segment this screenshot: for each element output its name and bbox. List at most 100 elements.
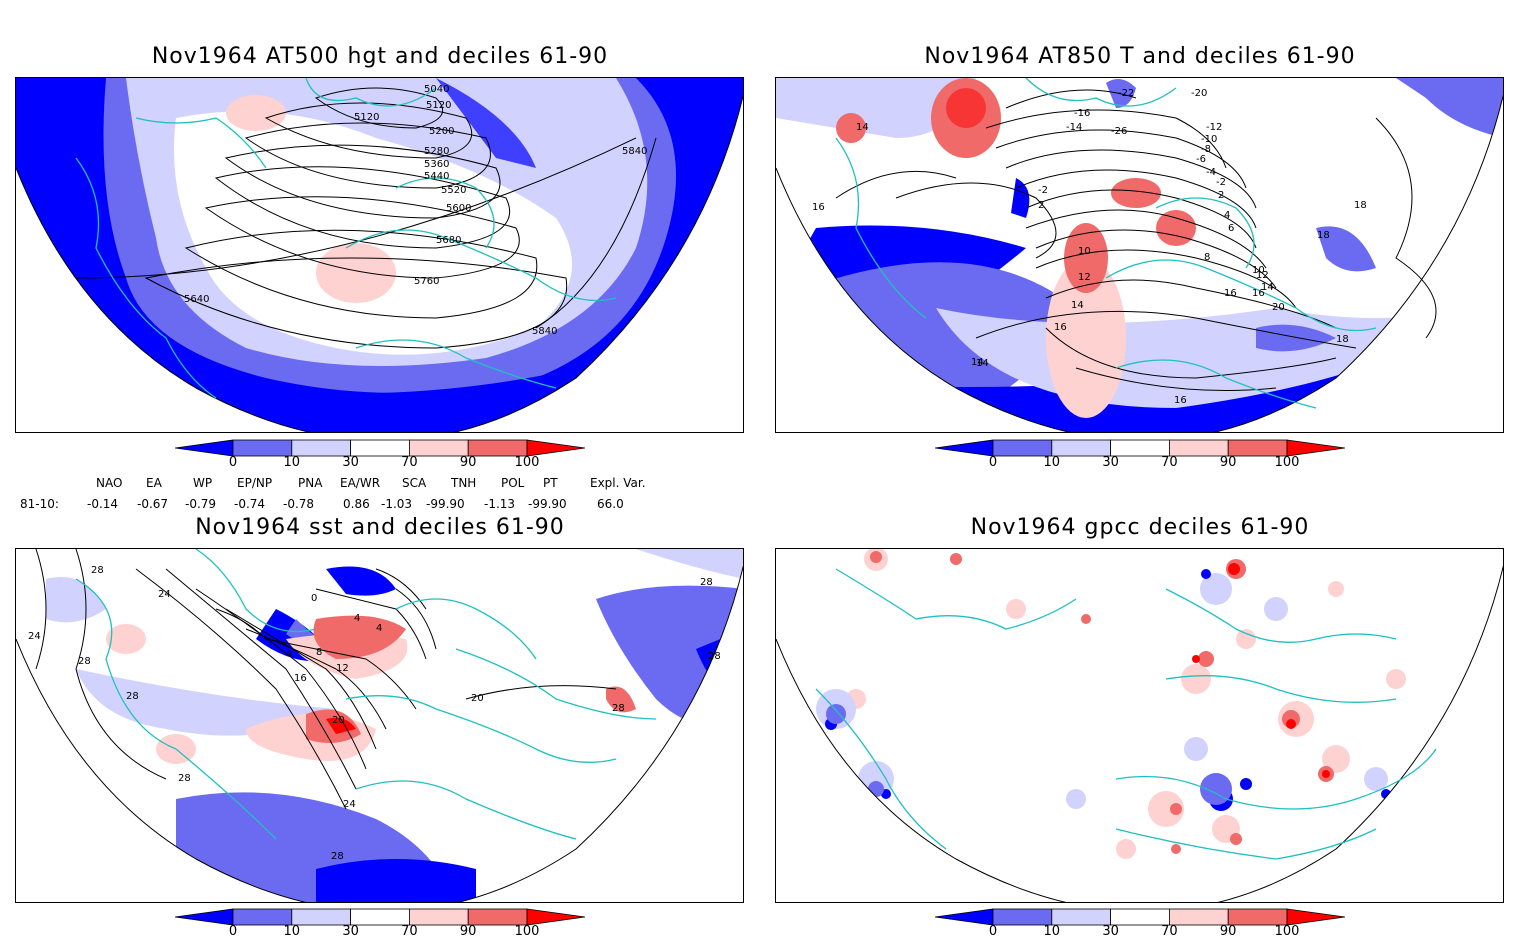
contour-label: 0 (311, 593, 317, 604)
index-value: -0.14 (87, 497, 118, 511)
index-value: 0.86 (343, 497, 370, 511)
contour-label: 5040 (424, 84, 449, 95)
colorbar-tick-label: 70 (401, 924, 418, 939)
colorbar-tick-label: 10 (284, 455, 301, 470)
colorbar-tick-label: 30 (342, 924, 359, 939)
contour-label: 4 (286, 649, 292, 660)
contour-label: 5520 (441, 185, 466, 196)
contour-label: 8 (1204, 252, 1210, 263)
contour-label: 14 (971, 357, 984, 368)
panel-title-t850: Nov1964 AT850 T and deciles 61-90 (924, 44, 1355, 69)
contour-label: 28 (91, 565, 104, 576)
colorbar-swatch (1111, 909, 1170, 925)
contour-label: 5120 (354, 112, 379, 123)
colorbar-tick-label: 100 (515, 455, 540, 470)
colorbar-swatch (233, 909, 292, 925)
colorbar-tick-label: 70 (1161, 455, 1178, 470)
index-value: -0.74 (234, 497, 265, 511)
contour-label: 20 (1272, 302, 1285, 313)
contour-label: 5600 (446, 203, 471, 214)
contour-label: 5840 (622, 146, 647, 157)
colorbar-swatch (1052, 909, 1111, 925)
contour-label: -4 (1206, 167, 1216, 178)
contour-label: 4 (354, 613, 360, 624)
contour-label: 2 (1038, 200, 1044, 211)
contour-label: 28 (126, 691, 139, 702)
colorbar-swatch (175, 909, 233, 925)
contour-label: 28 (78, 656, 91, 667)
map-t850-svg: -22 -20 -16 -14 -26 -12 -10 -8 -6 -4 -2 … (776, 78, 1504, 433)
colorbar-swatch (468, 909, 527, 925)
contour-label: 16 (294, 673, 307, 684)
contour-label: 24 (158, 589, 171, 600)
colorbar-tick-label: 10 (284, 924, 301, 939)
contour-label: 16 (812, 202, 825, 213)
colorbar-tick-label: 10 (1044, 924, 1061, 939)
index-header: EA (146, 476, 162, 490)
colorbar-gpcc: 0 10 30 70 90 100 (935, 908, 1345, 940)
index-header: NAO (96, 476, 122, 490)
colorbar-tick-label: 30 (342, 455, 359, 470)
contour-label: 14 (1071, 300, 1084, 311)
colorbar-swatch (1169, 909, 1228, 925)
contour-label: 5120 (426, 100, 451, 111)
contour-label: 24 (343, 799, 356, 810)
contour-label: -2 (1216, 177, 1226, 188)
colorbar-swatch (527, 909, 585, 925)
contour-label: 12 (1256, 270, 1269, 281)
contour-label: 12 (336, 663, 349, 674)
contour-label: 20 (332, 715, 345, 726)
contour-label: 28 (331, 851, 344, 862)
colorbar-tick-label: 0 (229, 455, 237, 470)
panel-title-sst: Nov1964 sst and deciles 61-90 (195, 515, 565, 540)
contour-label: 18 (1336, 334, 1349, 345)
contour-label: 28 (612, 703, 625, 714)
contour-label: 6 (1228, 223, 1234, 234)
colorbar-tick-label: 0 (989, 924, 997, 939)
colorbar-swatch (1287, 909, 1345, 925)
map-gpcc-svg (776, 549, 1504, 903)
index-row-label: 81-10: (20, 497, 59, 511)
map-panel-sst: 28 24 28 28 24 0 4 4 4 8 12 16 20 24 28 … (15, 548, 744, 903)
contour-label: 14 (1261, 282, 1274, 293)
colorbar-tick-label: 100 (515, 924, 540, 939)
map-panel-gpcc (775, 548, 1504, 903)
contour-label: -16 (1074, 108, 1090, 119)
contour-label: 8 (316, 647, 322, 658)
colorbar-tick-label: 10 (1044, 455, 1061, 470)
contour-label: 5280 (424, 146, 449, 157)
colorbar-swatch (351, 440, 410, 456)
colorbar-swatch (1287, 440, 1345, 456)
colorbar-swatch (1052, 440, 1111, 456)
contour-label: 24 (28, 631, 41, 642)
panel-title-hgt: Nov1964 AT500 hgt and deciles 61-90 (152, 44, 608, 69)
contour-label: -20 (1191, 88, 1207, 99)
panel-title-gpcc: Nov1964 gpcc deciles 61-90 (971, 515, 1310, 540)
index-value: -0.79 (185, 497, 216, 511)
colorbar-tick-label: 70 (401, 455, 418, 470)
index-header: EA/WR (340, 476, 380, 490)
contour-label: 14 (856, 122, 869, 133)
colorbar-tick-label: 90 (1220, 924, 1237, 939)
index-value: -99.90 (528, 497, 567, 511)
colorbar-tick-label: 30 (1102, 924, 1119, 939)
colorbar-tick-label: 90 (460, 924, 477, 939)
index-value: -0.78 (283, 497, 314, 511)
index-header: PT (543, 476, 558, 490)
map-panel-t850: -22 -20 -16 -14 -26 -12 -10 -8 -6 -4 -2 … (775, 77, 1504, 433)
contour-label: 5680 (436, 235, 461, 246)
colorbar-tick-label: 70 (1161, 924, 1178, 939)
contour-label: 16 (1174, 395, 1187, 406)
colorbar-swatch (409, 440, 468, 456)
colorbar-swatch (233, 440, 292, 456)
colorbar-t850: 0 10 30 70 90 100 (935, 439, 1345, 471)
colorbar-swatch (175, 440, 233, 456)
contour-label: -2 (1038, 185, 1048, 196)
index-header: EP/NP (237, 476, 272, 490)
contour-label: 5760 (414, 276, 439, 287)
colorbar-tick-label: 0 (989, 455, 997, 470)
contour-label: -6 (1196, 154, 1206, 165)
colorbar-swatch (1228, 440, 1287, 456)
contour-label: -22 (1118, 88, 1134, 99)
colorbar-swatch (351, 909, 410, 925)
